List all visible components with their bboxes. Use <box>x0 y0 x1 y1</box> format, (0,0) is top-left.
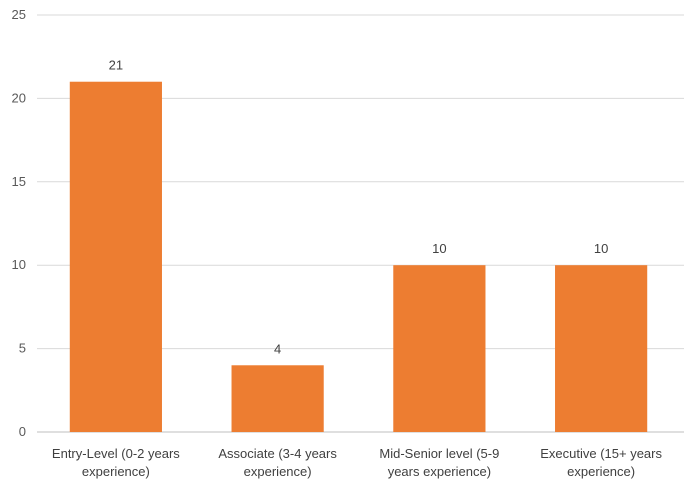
y-tick-label-0: 0 <box>19 424 26 439</box>
category-label-3-line-0: Executive (15+ years <box>540 446 662 461</box>
y-tick-label-15: 15 <box>12 174 26 189</box>
data-label-1: 4 <box>274 341 281 356</box>
category-label-2: Mid-Senior level (5-9 years experience) <box>379 446 499 479</box>
y-tick-label-5: 5 <box>19 341 26 356</box>
y-axis-ticks: 0 5 10 15 20 25 <box>12 7 26 439</box>
category-label-2-line-0: Mid-Senior level (5-9 <box>379 446 499 461</box>
data-label-0: 21 <box>109 58 123 73</box>
data-label-2: 10 <box>432 241 446 256</box>
y-tick-label-25: 25 <box>12 7 26 22</box>
bar-1 <box>231 365 324 432</box>
bar-0 <box>69 81 162 432</box>
category-label-0: Entry-Level (0-2 years experience) <box>52 446 180 479</box>
category-label-0-line-0: Entry-Level (0-2 years <box>52 446 180 461</box>
category-label-1: Associate (3-4 years experience) <box>218 446 337 479</box>
bar-3 <box>555 265 648 432</box>
category-label-3: Executive (15+ years experience) <box>540 446 662 479</box>
data-label-3: 10 <box>594 241 608 256</box>
category-label-2-line-1: years experience) <box>388 464 491 479</box>
data-labels: 21 4 10 10 <box>109 58 609 357</box>
x-axis-labels: Entry-Level (0-2 years experience)Associa… <box>52 446 663 479</box>
category-label-1-line-1: experience) <box>244 464 312 479</box>
bar-2 <box>393 265 486 432</box>
category-label-0-line-1: experience) <box>82 464 150 479</box>
y-tick-label-10: 10 <box>12 257 26 272</box>
bars <box>69 81 648 432</box>
category-label-3-line-1: experience) <box>567 464 635 479</box>
category-label-1-line-0: Associate (3-4 years <box>218 446 337 461</box>
y-tick-label-20: 20 <box>12 90 26 105</box>
